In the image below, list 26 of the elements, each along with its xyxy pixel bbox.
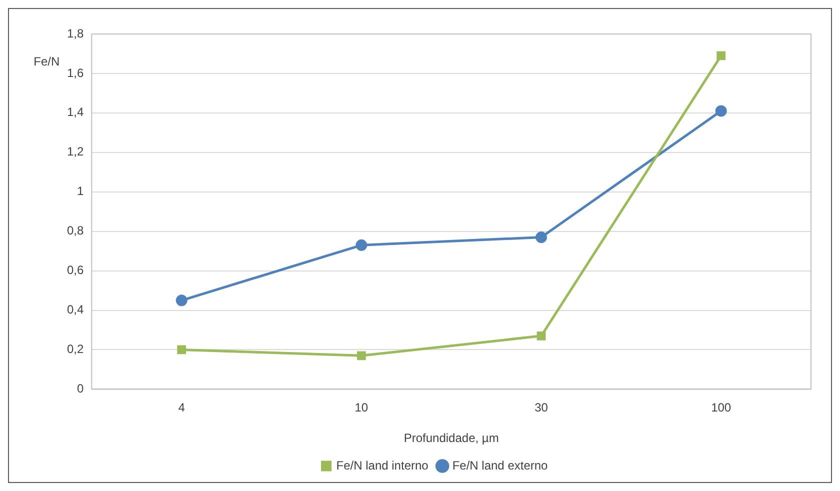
y-tick-label: 1,4 <box>66 105 84 120</box>
y-tick-label: 0,6 <box>66 263 84 278</box>
y-tick-label: 0,4 <box>66 302 84 317</box>
legend-label: Fe/N land interno <box>336 458 429 472</box>
y-axis-title: Fe/N <box>34 54 60 68</box>
point <box>176 294 188 306</box>
y-tick-label: 1,2 <box>66 144 84 159</box>
x-tick-label: 30 <box>534 400 548 415</box>
x-tick-label: 100 <box>711 400 732 415</box>
y-tick-label: 0 <box>76 382 84 396</box>
y-tick-label: 0,8 <box>66 224 84 238</box>
x-tick-label: 4 <box>178 400 186 415</box>
y-tick-label: 1 <box>76 184 84 198</box>
point <box>716 51 726 60</box>
x-axis-title: Profundidade, µm <box>404 431 499 446</box>
point <box>177 345 186 354</box>
point <box>715 105 727 117</box>
x-tick-label: 10 <box>354 400 368 415</box>
point <box>356 239 368 251</box>
point <box>356 351 366 360</box>
y-tick-label: 0,2 <box>66 342 84 356</box>
point <box>536 331 546 340</box>
y-tick-label: 1,6 <box>66 66 84 80</box>
point <box>536 232 548 244</box>
legend-label: Fe/N land externo <box>452 458 548 472</box>
y-tick-label: 1,8 <box>66 26 84 40</box>
